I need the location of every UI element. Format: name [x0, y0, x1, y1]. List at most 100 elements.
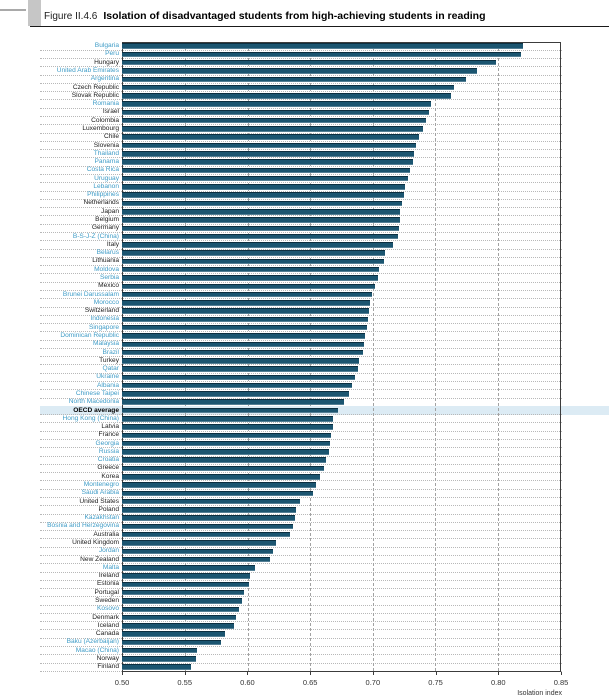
chart-row: Turkey	[0, 356, 609, 366]
bar-track	[122, 638, 561, 646]
bar-track	[122, 522, 561, 530]
country-label: Ireland	[98, 572, 119, 580]
country-label: Canada	[95, 630, 119, 638]
figure-number: Figure II.4.6	[44, 11, 98, 22]
value-bar	[122, 623, 234, 629]
bar-track	[122, 257, 561, 265]
bar-track	[122, 75, 561, 83]
bar-track	[122, 423, 561, 431]
bar-track	[122, 282, 561, 290]
country-label: Kazakhstan	[84, 514, 119, 522]
bar-track	[122, 605, 561, 613]
chart-row: Argentina	[0, 75, 609, 85]
value-bar	[122, 59, 496, 66]
country-label: United States	[79, 497, 119, 505]
country-label: Korea	[101, 472, 119, 480]
country-label: Estonia	[97, 580, 119, 588]
bar-track	[122, 647, 561, 655]
value-bar	[122, 573, 250, 579]
bar-track	[122, 249, 561, 257]
value-bar	[122, 606, 239, 613]
value-bar	[122, 117, 426, 124]
country-label: Turkey	[99, 356, 119, 364]
chart-row: Hong Kong (China)	[0, 415, 609, 424]
value-bar	[122, 167, 411, 174]
bar-track	[122, 456, 561, 464]
bar-track	[122, 531, 561, 539]
country-label: Sweden	[95, 596, 119, 604]
country-label: Poland	[98, 505, 119, 513]
value-bar	[122, 159, 413, 165]
bar-track	[122, 307, 561, 315]
value-bar	[122, 109, 430, 116]
value-bar	[122, 134, 420, 140]
value-bar	[122, 142, 416, 149]
country-label: Belarus	[96, 249, 119, 257]
country-label: Malta	[102, 563, 119, 571]
country-label: Morocco	[93, 298, 119, 306]
country-label: Thailand	[93, 149, 119, 157]
chart-row: Indonesia	[0, 315, 609, 325]
country-label: Romania	[92, 100, 119, 108]
value-bar	[122, 457, 327, 463]
bar-track	[122, 133, 561, 141]
chart-row: United Arab Emirates	[0, 67, 609, 76]
bar-track	[122, 340, 561, 348]
chart-row: Mexico	[0, 282, 609, 292]
chart-row: Netherlands	[0, 199, 609, 209]
chart-row: United States	[0, 497, 609, 507]
axis-tick-label: 0.85	[553, 678, 569, 687]
country-label: Australia	[93, 530, 119, 538]
country-label: Indonesia	[90, 315, 119, 323]
bar-track	[122, 183, 561, 191]
bar-track	[122, 497, 561, 505]
country-label: Belgium	[95, 216, 119, 224]
value-bar	[122, 200, 402, 207]
country-label: Panama	[94, 158, 119, 166]
country-label: Finland	[97, 663, 119, 671]
value-bar	[122, 366, 358, 372]
axis-tick	[435, 672, 437, 675]
bar-track	[122, 266, 561, 274]
bar-track	[122, 506, 561, 514]
country-label: Philippines	[87, 191, 119, 199]
chart-row: Sweden	[0, 596, 609, 606]
country-label: Iceland	[97, 621, 119, 629]
value-bar	[122, 316, 368, 323]
country-label: Moldova	[94, 265, 119, 273]
figure-header: Figure II.4.6 Isolation of disadvantaged …	[0, 0, 609, 27]
value-bar	[122, 43, 524, 49]
chart-row: Czech Republic	[0, 83, 609, 93]
bar-track	[122, 67, 561, 75]
chart-row: Kazakhstan	[0, 514, 609, 524]
country-label: Luxembourg	[82, 124, 119, 132]
axis-tick-label: 0.55	[177, 678, 193, 687]
chart-row: Moldova	[0, 265, 609, 275]
value-bar	[122, 507, 297, 513]
country-label: Costa Rica	[86, 166, 119, 174]
country-label: Mexico	[98, 282, 119, 290]
chart-row: Jordan	[0, 547, 609, 557]
axis-tick	[310, 672, 312, 675]
chart-row: Russia	[0, 448, 609, 457]
bar-track	[122, 59, 561, 67]
country-label: Chile	[103, 133, 119, 141]
axis-tick	[184, 672, 186, 675]
value-bar	[122, 482, 317, 488]
chart-row: Serbia	[0, 274, 609, 283]
chart-row: New Zealand	[0, 555, 609, 565]
value-bar	[122, 358, 360, 364]
country-label: Jordan	[98, 547, 119, 555]
bar-track	[122, 158, 561, 166]
bar-track	[122, 415, 561, 423]
country-label: Italy	[106, 240, 119, 248]
chart-row: Belgium	[0, 216, 609, 225]
country-label: Greece	[97, 464, 119, 472]
bar-track	[122, 357, 561, 365]
chart-row: Lithuania	[0, 257, 609, 267]
axis-tick-label: 0.50	[114, 678, 130, 687]
bar-track	[122, 241, 561, 249]
corner-mark	[0, 9, 26, 11]
bar-track	[122, 440, 561, 448]
